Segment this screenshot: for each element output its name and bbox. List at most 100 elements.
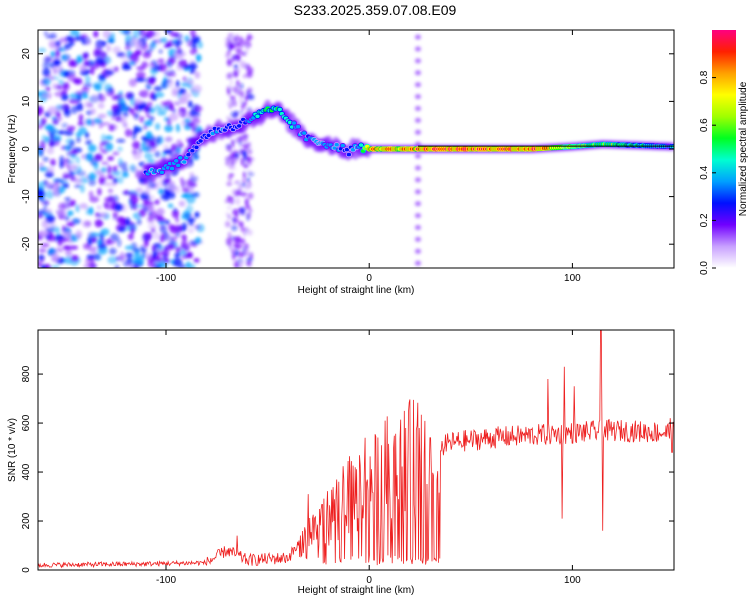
noise-blob [234,249,239,257]
noise-blob [188,63,196,69]
noise-blob [164,219,170,225]
noise-blob [157,58,165,64]
y-tick-label: 400 [21,463,32,480]
ridge-point [301,130,308,136]
noise-blob [105,135,113,141]
noise-blob [77,121,85,127]
noise-blob [54,234,65,241]
noise-blob [60,103,70,110]
noise-blob [231,43,236,50]
y-tick-label: 0 [21,146,32,152]
noise-blob [50,140,56,148]
noise-blob [226,116,230,121]
noise-blob [193,224,201,230]
noise-blob [164,258,170,264]
noise-blob [38,123,44,130]
ridge-point [358,142,365,148]
noise-blob [147,252,152,260]
noise-blob [85,206,90,216]
noise-blob [244,145,249,151]
noise-blob [122,172,129,178]
noise-blob [145,112,151,118]
noise-blob [175,216,180,223]
noise-blob [138,147,143,154]
noise-blob [46,166,55,173]
noise-blob [225,212,229,217]
noise-blob [83,81,93,89]
noise-blob [153,231,160,240]
noise-blob [134,41,143,49]
ridge-point [276,106,283,113]
noise-blob [189,109,198,118]
noise-blob [120,104,128,112]
noise-blob [76,102,84,112]
noise-blob [88,144,97,153]
noise-blob [175,246,181,252]
noise-blob [181,222,188,231]
noise-blob [64,129,74,137]
stripe-dot [414,153,421,159]
noise-blob [79,203,88,209]
noise-blob [113,165,118,173]
noise-blob [143,199,149,205]
noise-blob [61,93,69,101]
spectrogram-noise [38,30,421,268]
noise-blob [143,106,150,113]
noise-blob [144,145,152,150]
noise-blob [242,171,247,178]
noise-blob [68,98,79,104]
noise-blob [235,34,240,42]
noise-blob [194,237,202,244]
noise-blob [106,44,111,53]
noise-blob [239,98,243,104]
noise-blob [239,39,247,45]
noise-blob [107,256,117,264]
noise-blob [97,175,108,183]
noise-blob [50,50,56,58]
noise-blob [100,133,106,143]
noise-blob [185,204,194,214]
noise-blob [47,208,52,214]
noise-blob [42,206,48,215]
noise-blob [228,104,232,110]
noise-blob [43,30,49,37]
noise-blob [78,126,87,135]
noise-blob [158,49,163,54]
noise-blob [62,173,71,179]
noise-blob [38,146,43,155]
noise-blob [43,56,52,64]
noise-blob [168,103,174,111]
noise-blob [62,82,69,90]
noise-blob [241,209,245,217]
ridge-point [193,144,200,150]
noise-blob [132,141,141,150]
noise-blob [79,184,85,193]
noise-blob [127,233,134,240]
noise-blob [242,73,247,79]
noise-blob [165,61,173,68]
noise-blob [232,208,239,215]
noise-blob [118,157,123,164]
noise-blob [47,106,58,115]
noise-blob [174,252,181,258]
snr-panel: -100 0 100 0 200 400 600 800 Height of straigh… [7,329,675,596]
x-tick-label: -100 [156,575,176,586]
stripe-dot [414,82,421,88]
y-tick-label: 0 [21,567,32,573]
stripe-dot [414,213,421,219]
noise-blob [225,237,233,246]
noise-blob [101,161,109,166]
noise-blob [90,67,95,75]
noise-blob [235,79,240,88]
noise-blob [114,107,123,114]
stripe-dot [414,201,421,207]
noise-blob [43,201,49,207]
noise-blob [147,159,156,164]
noise-blob [129,195,139,205]
noise-blob [230,111,238,119]
noise-blob [189,48,198,55]
ridge-point [181,159,188,165]
noise-blob [118,97,126,106]
noise-blob [75,56,83,64]
